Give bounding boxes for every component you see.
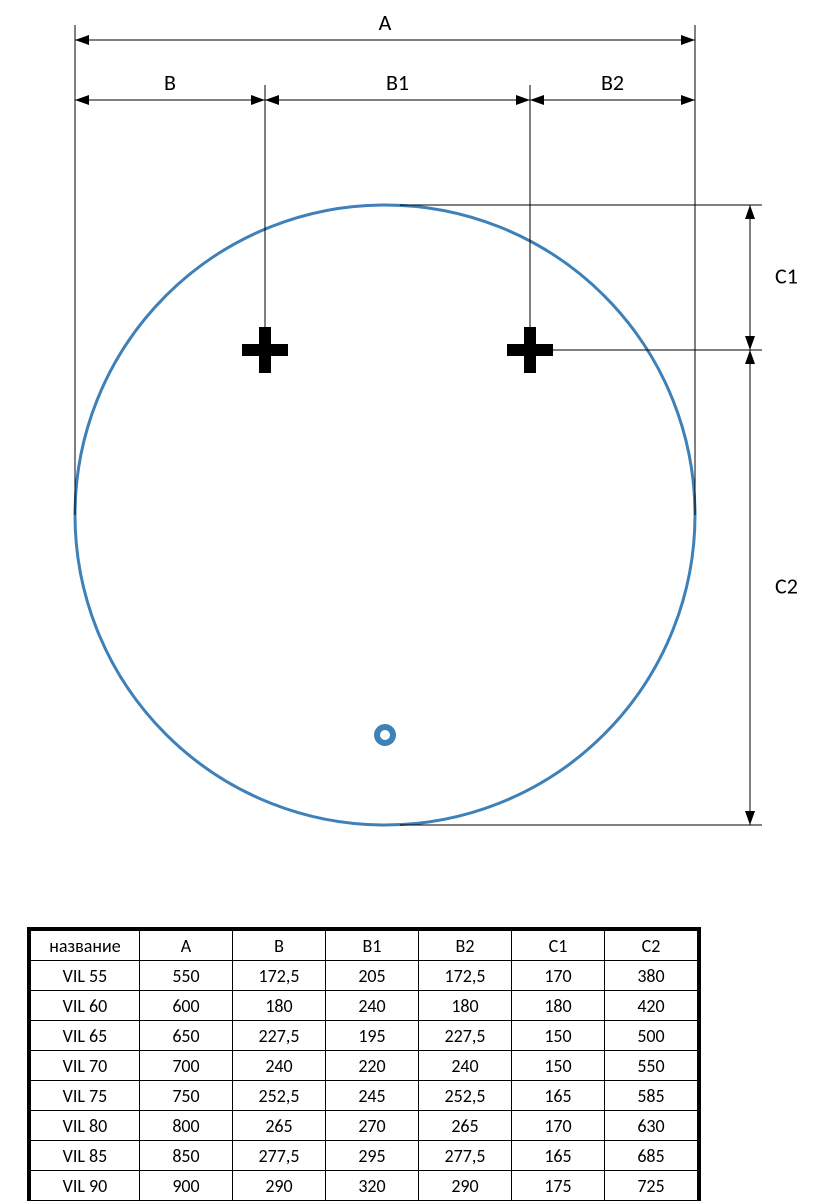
cell-B: 265: [233, 1111, 326, 1141]
table-row: VIL 80800265270265170630: [31, 1111, 698, 1141]
cell-C1: 165: [512, 1081, 605, 1111]
cell-A: 800: [140, 1111, 233, 1141]
cell-B2: 290: [419, 1171, 512, 1201]
col-header-name: название: [31, 931, 140, 961]
cell-B2: 252,5: [419, 1081, 512, 1111]
cell-B: 290: [233, 1171, 326, 1201]
cell-B1: 205: [326, 961, 419, 991]
cell-C2: 550: [605, 1051, 698, 1081]
cell-name: VIL 65: [31, 1021, 140, 1051]
cell-C1: 180: [512, 991, 605, 1021]
col-header-B2: B2: [419, 931, 512, 961]
cell-C1: 150: [512, 1021, 605, 1051]
cell-name: VIL 55: [31, 961, 140, 991]
cell-B1: 320: [326, 1171, 419, 1201]
table-row: VIL 60600180240180180420: [31, 991, 698, 1021]
table-row: VIL 90900290320290175725: [31, 1171, 698, 1201]
cell-C2: 380: [605, 961, 698, 991]
cell-A: 900: [140, 1171, 233, 1201]
cell-A: 700: [140, 1051, 233, 1081]
cell-B2: 227,5: [419, 1021, 512, 1051]
dimensions-table-wrap: названиеABB1B2C1C2VIL 55550172,5205172,5…: [30, 930, 698, 1201]
cell-name: VIL 80: [31, 1111, 140, 1141]
cell-B2: 172,5: [419, 961, 512, 991]
cell-C2: 500: [605, 1021, 698, 1051]
cell-A: 750: [140, 1081, 233, 1111]
cell-A: 600: [140, 991, 233, 1021]
dim-B2-label: B2: [601, 69, 624, 96]
table-row: VIL 70700240220240150550: [31, 1051, 698, 1081]
dim-C1-label: C1: [775, 263, 798, 290]
dim-B-label: B: [164, 69, 176, 96]
cell-C1: 170: [512, 961, 605, 991]
cell-B1: 220: [326, 1051, 419, 1081]
col-header-C1: C1: [512, 931, 605, 961]
cell-B1: 195: [326, 1021, 419, 1051]
cell-B2: 240: [419, 1051, 512, 1081]
cell-B: 172,5: [233, 961, 326, 991]
cell-B1: 245: [326, 1081, 419, 1111]
cell-C2: 420: [605, 991, 698, 1021]
cell-name: VIL 60: [31, 991, 140, 1021]
cell-C1: 175: [512, 1171, 605, 1201]
cell-A: 650: [140, 1021, 233, 1051]
small-ring-inner: [380, 730, 390, 740]
cell-B1: 240: [326, 991, 419, 1021]
cell-name: VIL 70: [31, 1051, 140, 1081]
cell-B1: 270: [326, 1111, 419, 1141]
cell-C2: 585: [605, 1081, 698, 1111]
page: { "diagram": { "labels": { "A": "A", "B"…: [0, 0, 820, 1156]
table-row: VIL 75750252,5245252,5165585: [31, 1081, 698, 1111]
technical-drawing: A B B1 B2 C1 C2: [0, 0, 820, 900]
col-header-C2: C2: [605, 931, 698, 961]
cell-C2: 725: [605, 1171, 698, 1201]
cell-B: 240: [233, 1051, 326, 1081]
cell-C1: 150: [512, 1051, 605, 1081]
table-header-row: названиеABB1B2C1C2: [31, 931, 698, 961]
cell-C1: 170: [512, 1111, 605, 1141]
cell-B: 180: [233, 991, 326, 1021]
dimensions-table: названиеABB1B2C1C2VIL 55550172,5205172,5…: [30, 930, 698, 1201]
dim-A-label: A: [379, 9, 392, 36]
cell-A: 550: [140, 961, 233, 991]
col-header-B1: B1: [326, 931, 419, 961]
cell-name: VIL 90: [31, 1171, 140, 1201]
dim-C2-label: C2: [775, 573, 798, 600]
dim-B1-label: B1: [386, 69, 409, 96]
cell-C2: 630: [605, 1111, 698, 1141]
cell-B2: 265: [419, 1111, 512, 1141]
col-header-A: A: [140, 931, 233, 961]
cell-B2: 180: [419, 991, 512, 1021]
table-row: VIL 65650227,5195227,5150500: [31, 1021, 698, 1051]
cell-name: VIL 75: [31, 1081, 140, 1111]
table-row: VIL 55550172,5205172,5170380: [31, 961, 698, 991]
col-header-B: B: [233, 931, 326, 961]
cell-B: 252,5: [233, 1081, 326, 1111]
cell-B: 227,5: [233, 1021, 326, 1051]
